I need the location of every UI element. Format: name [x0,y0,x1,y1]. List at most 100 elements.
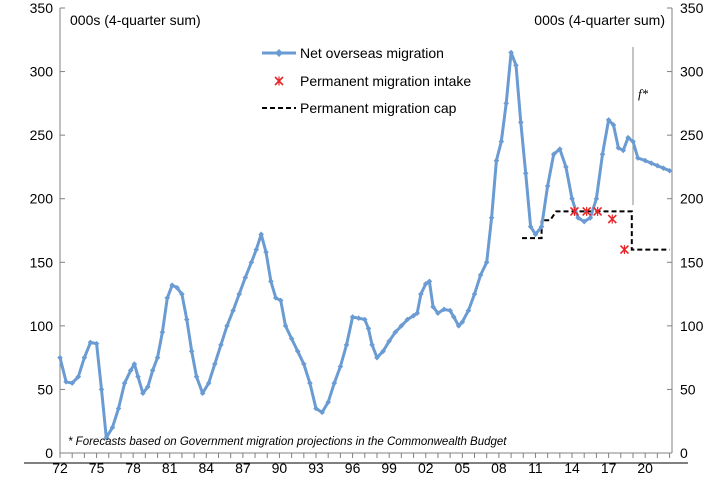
net-overseas-migration-point [465,307,472,314]
net-overseas-migration-point [258,231,264,238]
net-overseas-migration-point [212,361,218,367]
net-overseas-migration-point [307,380,313,386]
net-overseas-migration-point [654,162,661,169]
legend-intake-marker [274,76,284,86]
net-overseas-migration-point [121,380,128,386]
net-overseas-migration-point [253,246,260,253]
net-overseas-migration-point [575,214,581,221]
legend-intake-label: Permanent migration intake [300,73,471,89]
net-overseas-migration-point [164,295,171,301]
net-overseas-migration-point [230,307,236,314]
x-tick-label: 96 [345,460,361,476]
net-overseas-migration-point [205,380,212,386]
y-tick-label-left: 100 [30,318,54,334]
net-overseas-migration-point [183,316,190,323]
net-overseas-migration-point [488,214,495,221]
x-tick-label: 05 [455,460,471,476]
net-overseas-migration-point [386,338,392,344]
net-overseas-migration-point [538,223,545,230]
net-overseas-migration-point [503,100,509,107]
permanent-migration-intake-point [607,214,617,224]
net-overseas-migration-point [325,399,332,405]
net-overseas-migration-point [288,335,295,342]
net-overseas-migration-point [610,122,617,128]
x-tick-label: 20 [637,460,653,476]
net-overseas-migration-point [508,49,514,56]
net-overseas-migration-point [426,278,433,285]
net-overseas-migration-point [522,170,529,177]
net-overseas-migration-point [648,160,655,166]
net-overseas-migration-point [115,405,122,412]
net-overseas-migration-point [242,274,249,281]
legend-cap-label: Permanent migration cap [300,100,457,116]
x-tick-label: 14 [564,460,580,476]
net-overseas-migration-point [455,323,462,329]
net-overseas-migration-point [527,223,534,230]
y-tick-label-left: 50 [37,381,53,397]
legend-net-overseas-label: Net overseas migration [300,45,444,61]
legend-net-overseas-marker [275,49,283,57]
net-overseas-migration-point [599,151,606,158]
permanent-migration-intake-point [582,206,592,216]
y-tick-label-right: 200 [680,191,704,207]
net-overseas-migration-point [374,354,380,361]
x-tick-label: 78 [125,460,141,476]
net-overseas-migration-point [404,316,411,323]
y-tick-label-right: 300 [680,64,704,80]
net-overseas-migration-point [635,155,641,161]
net-overseas-migration-point [518,119,524,126]
net-overseas-migration-point [513,62,519,69]
x-tick-label: 84 [199,460,215,476]
x-tick-label: 11 [528,460,543,476]
net-overseas-migration-point [498,138,505,145]
net-overseas-migration-point [435,310,441,316]
net-overseas-migration-point [471,291,478,297]
net-overseas-migration-point [301,361,307,367]
y-tick-label-right: 0 [680,445,688,461]
net-overseas-migration-point [380,348,386,355]
net-overseas-migration-point [263,249,269,255]
net-overseas-migration-point [493,157,500,164]
net-overseas-migration-point [450,314,457,320]
net-overseas-migration-point [127,367,134,374]
permanent-migration-intake-point [593,206,603,216]
net-overseas-migration-point [615,145,622,151]
net-overseas-migration-point [459,319,466,325]
net-overseas-migration-point [441,306,447,313]
net-overseas-migration-point [87,339,94,346]
net-overseas-migration-point [369,342,375,348]
net-overseas-migration-point [188,348,195,355]
net-overseas-migration-point [169,282,175,288]
net-overseas-migration-point [365,325,372,332]
net-overseas-migration-point [154,354,161,361]
net-overseas-migration-point [483,259,490,266]
net-overseas-migration-point [625,134,631,141]
net-overseas-migration-point [199,390,206,397]
net-overseas-migration-point [410,312,417,319]
x-tick-label: 87 [235,460,251,476]
series-permanent-migration-cap-line [522,210,670,251]
net-overseas-migration-point [557,146,563,152]
right-unit-label: 000s (4-quarter sum) [534,12,665,28]
net-overseas-migration-point [532,231,539,238]
y-tick-label-right: 100 [680,318,704,334]
net-overseas-migration-point [349,314,356,320]
net-overseas-migration-point [103,434,110,441]
net-overseas-migration-point [660,165,667,171]
y-tick-label-left: 250 [30,127,54,143]
net-overseas-migration-point [343,342,350,348]
x-tick-label: 90 [272,460,288,476]
x-tick-label: 72 [52,460,68,476]
net-overseas-migration-point [224,323,230,329]
y-tick-label-right: 350 [680,0,704,16]
net-overseas-migration-point [248,259,255,266]
net-overseas-migration-point [569,195,575,202]
net-overseas-migration-point [642,157,648,164]
net-overseas-migration-point [81,354,88,361]
net-overseas-migration-point [193,373,200,380]
net-overseas-migration-point [447,307,453,314]
left-unit-label: 000s (4-quarter sum) [70,12,201,28]
forecast-label: f* [638,86,649,101]
net-overseas-migration-point [135,373,141,380]
